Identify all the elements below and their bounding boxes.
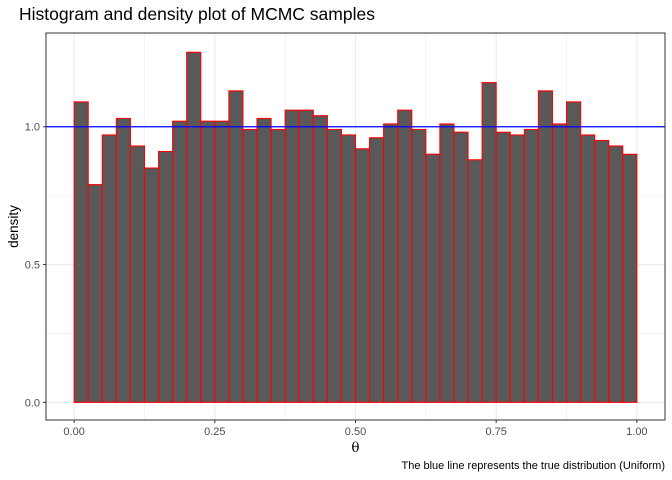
histogram-bar [129, 145, 146, 403]
y-axis-ticks: 0.0 0.5 1.0 [25, 122, 46, 409]
histogram-bar [565, 101, 582, 403]
histogram-bar [340, 134, 357, 403]
histogram-bar [495, 131, 511, 403]
x-axis-ticks: 0.00 0.25 0.50 0.75 1.00 [63, 420, 648, 438]
histogram-bar [383, 123, 399, 403]
x-tick-label: 1.00 [626, 426, 647, 438]
histogram-bar [298, 109, 314, 403]
histogram-bar [537, 90, 554, 403]
histogram-bar [622, 153, 638, 403]
histogram-bar [523, 128, 539, 403]
histogram-bar [172, 120, 188, 403]
histogram-bar [200, 120, 216, 403]
histogram-bar [101, 134, 117, 403]
histogram-bar [312, 115, 328, 403]
histogram-bar [425, 153, 441, 403]
histogram-bar [186, 51, 202, 403]
y-tick-label: 1.0 [25, 122, 40, 134]
histogram-bar [214, 120, 230, 403]
histogram-bar [87, 184, 103, 403]
histogram-bar [143, 167, 160, 403]
y-tick-label: 0.0 [25, 397, 40, 409]
histogram-bar [242, 128, 258, 403]
histogram-bar [326, 128, 342, 403]
histogram-bar [284, 109, 300, 403]
chart-caption: The blue line represents the true distri… [401, 460, 665, 472]
histogram-bar [157, 150, 174, 403]
histogram-bar [453, 131, 469, 403]
histogram-bar [594, 139, 610, 403]
x-tick-label: 0.25 [204, 426, 225, 438]
histogram-bar [73, 101, 89, 403]
x-axis-title: θ [351, 440, 359, 456]
histogram-bar [270, 128, 286, 403]
histogram-bar [228, 90, 244, 403]
histogram-bar [439, 123, 455, 403]
x-tick-label: 0.75 [485, 426, 506, 438]
histogram-bar [580, 134, 596, 403]
histogram-bar [115, 117, 131, 403]
histogram-bar [467, 159, 483, 403]
histogram-bar [551, 123, 568, 403]
histogram-bar [411, 128, 427, 403]
histogram-bar [369, 137, 385, 403]
histogram-bar [608, 145, 624, 403]
y-axis-title: density [6, 205, 21, 248]
histogram-bar [397, 109, 413, 403]
y-tick-label: 0.5 [25, 260, 40, 272]
chart-title: Histogram and density plot of MCMC sampl… [19, 4, 375, 24]
x-tick-label: 0.50 [345, 426, 366, 438]
histogram-bar [354, 148, 371, 403]
histogram-bar [509, 134, 525, 403]
histogram-bars [73, 51, 638, 403]
histogram-bar [256, 117, 272, 403]
x-tick-label: 0.00 [63, 426, 84, 438]
histogram-bar [481, 82, 497, 403]
